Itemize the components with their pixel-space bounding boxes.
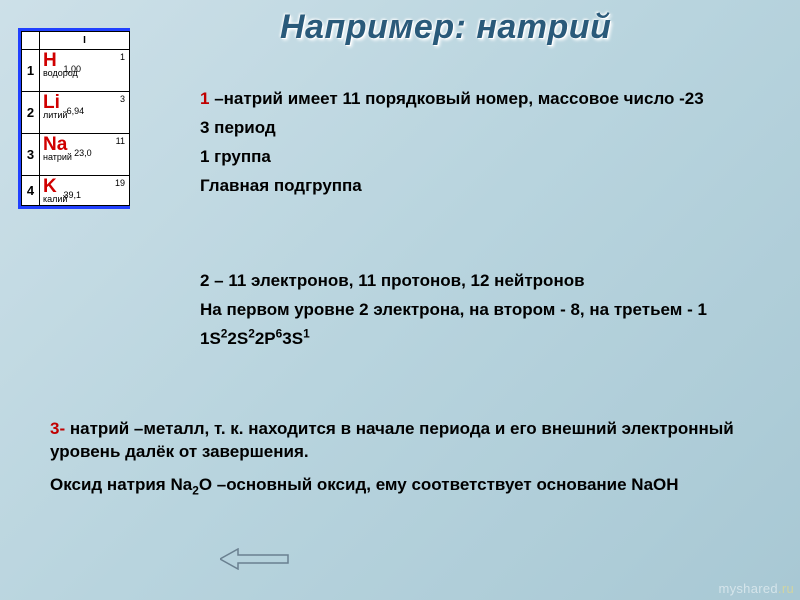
text-block-1: 1 –натрий имеет 11 порядковый номер, мас…: [200, 88, 760, 198]
line: 2 – 11 электронов, 11 протонов, 12 нейтр…: [200, 270, 760, 293]
oxide-pre: Оксид натрия Na: [50, 475, 192, 494]
ec-part: 2S: [227, 329, 248, 348]
periodic-table: I 1 1 H 1,00 водород 2 3 Li 6,94 литий 3…: [21, 31, 130, 206]
element-cell-h: 1 H 1,00 водород: [40, 50, 130, 92]
period-number: 3: [22, 134, 40, 176]
watermark-pre: myshared: [718, 581, 777, 596]
element-cell-li: 3 Li 6,94 литий: [40, 92, 130, 134]
watermark: myshared.ru: [718, 581, 794, 596]
mass-number: 6,94: [67, 106, 85, 116]
table-row: 1 1 H 1,00 водород: [22, 50, 130, 92]
element-cell-na: 11 Na 23,0 натрий: [40, 134, 130, 176]
element-name: водород: [43, 68, 126, 78]
lead-number: 3-: [50, 419, 65, 438]
table-row: 3 11 Na 23,0 натрий: [22, 134, 130, 176]
table-row: 4 19 K 39,1 калий: [22, 176, 130, 206]
table-row: 2 3 Li 6,94 литий: [22, 92, 130, 134]
line: На первом уровне 2 электрона, на втором …: [200, 299, 760, 322]
atomic-number: 1: [120, 52, 125, 62]
watermark-post: .ru: [778, 581, 794, 596]
period-number: 1: [22, 50, 40, 92]
arrow-left-icon: [220, 548, 290, 570]
mass-number: 1,00: [64, 64, 82, 74]
line-text: натрий –металл, т. к. находится в начале…: [50, 419, 734, 461]
text-block-2: 2 – 11 электронов, 11 протонов, 12 нейтр…: [200, 270, 760, 351]
ec-sup: 1: [303, 326, 310, 340]
element-name: калий: [43, 194, 126, 204]
element-cell-k: 19 K 39,1 калий: [40, 176, 130, 206]
ec-part: 2P: [255, 329, 276, 348]
period-number: 4: [22, 176, 40, 206]
mass-number: 23,0: [74, 148, 92, 158]
line: Главная подгруппа: [200, 175, 760, 198]
element-name: литий: [43, 110, 126, 120]
table-corner: [22, 32, 40, 50]
mass-number: 39,1: [64, 190, 82, 200]
atomic-number: 11: [116, 136, 125, 146]
periodic-table-fragment: I 1 1 H 1,00 водород 2 3 Li 6,94 литий 3…: [18, 28, 130, 209]
line: Оксид натрия Na2O –основный оксид, ему с…: [50, 474, 760, 497]
atomic-number: 19: [115, 178, 125, 188]
atomic-number: 3: [120, 94, 125, 104]
line-text: –натрий имеет 11 порядковый номер, массо…: [209, 89, 703, 108]
oxide-post: O –основный оксид, ему соответствует осн…: [199, 475, 679, 494]
back-arrow-button[interactable]: [220, 548, 290, 570]
oxide-sub: 2: [192, 483, 199, 497]
line: 3- натрий –металл, т. к. находится в нач…: [50, 418, 760, 464]
period-number: 2: [22, 92, 40, 134]
ec-part: 3S: [282, 329, 303, 348]
line: 3 период: [200, 117, 760, 140]
ec-part: 1S: [200, 329, 221, 348]
slide-title: Например: натрий: [280, 8, 611, 47]
line: 1 группа: [200, 146, 760, 169]
group-header: I: [40, 32, 130, 50]
line: 1 –натрий имеет 11 порядковый номер, мас…: [200, 88, 760, 111]
text-block-3: 3- натрий –металл, т. к. находится в нач…: [50, 418, 760, 497]
electron-config: 1S22S22P63S1: [200, 328, 760, 351]
ec-sup: 2: [248, 326, 255, 340]
